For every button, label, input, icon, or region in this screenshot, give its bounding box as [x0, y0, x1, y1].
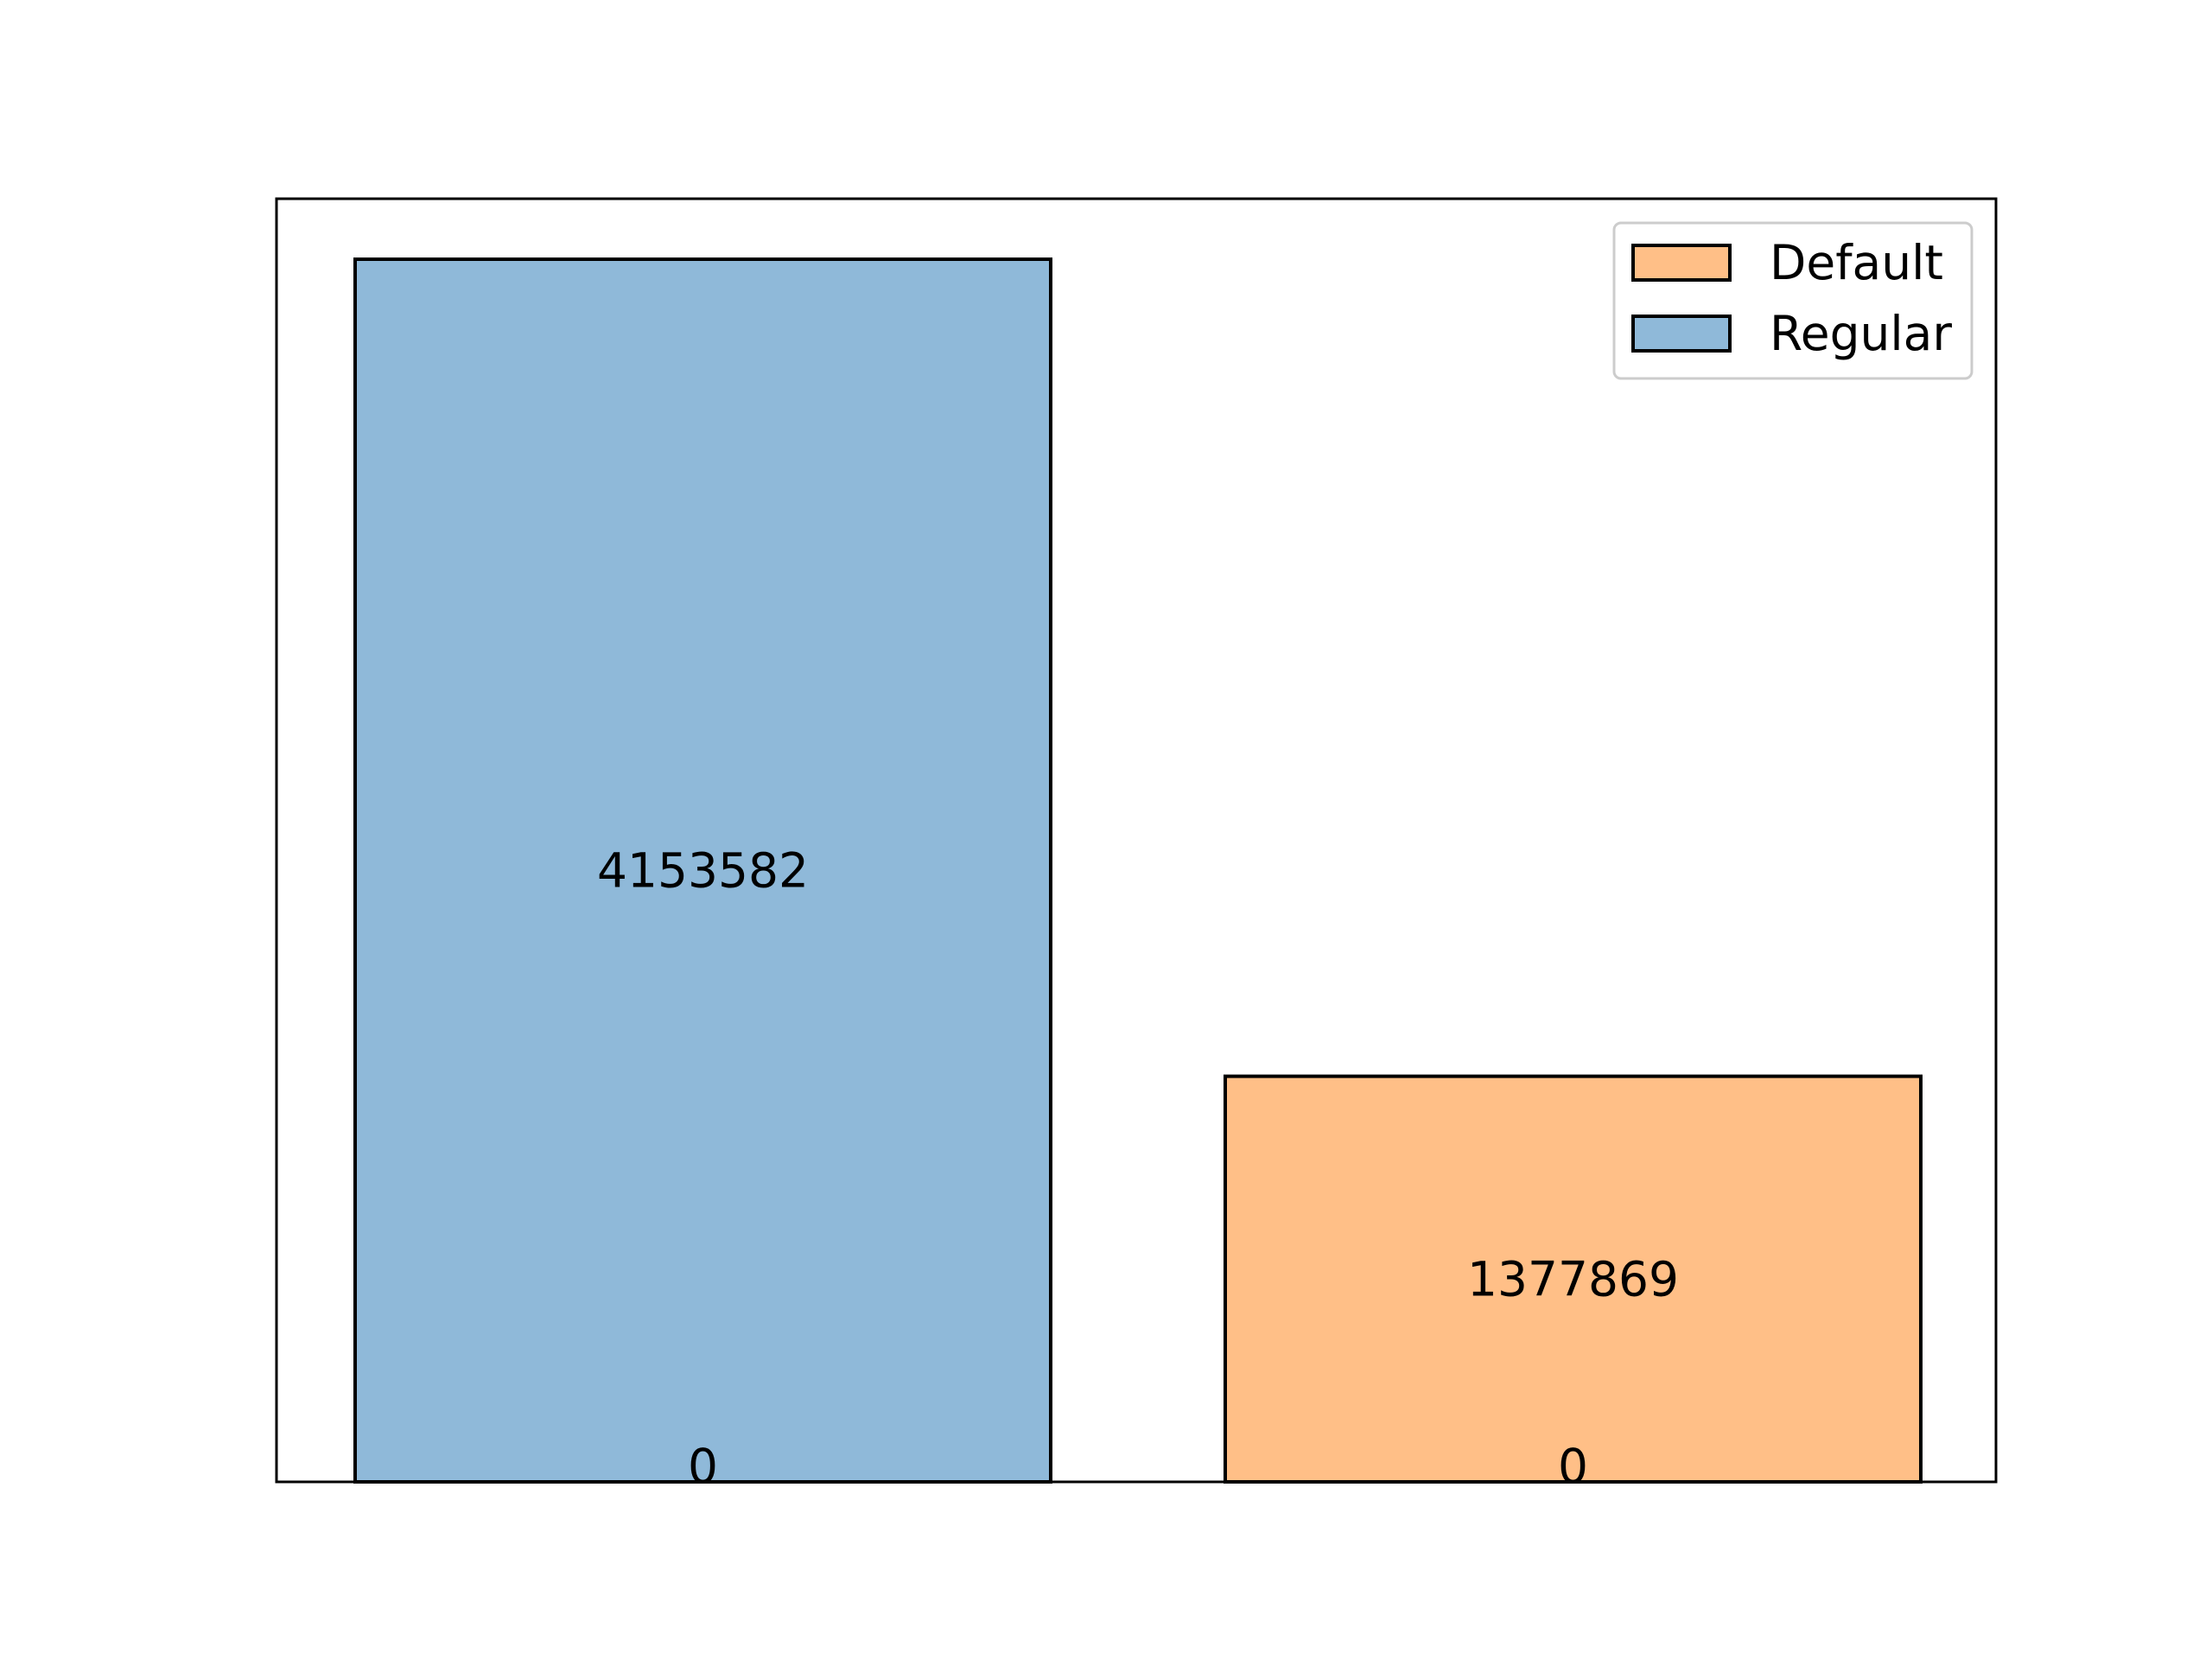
bar-value-label-default: 1377869	[1467, 1251, 1679, 1306]
legend-swatch-regular	[1631, 315, 1732, 353]
bar-base-label-default: 0	[1558, 1439, 1588, 1494]
legend-label-default: Default	[1770, 235, 1943, 290]
bar-regular	[353, 257, 1052, 1484]
bars-layer	[353, 257, 1923, 1484]
legend-swatch-default	[1631, 244, 1732, 282]
plot-area-frame	[275, 197, 1998, 1484]
legend: Default Regular	[1612, 221, 1974, 380]
bar-base-label-regular: 0	[688, 1439, 718, 1494]
labels-layer: 4153582 0 1377869 0	[597, 843, 1679, 1495]
legend-label-regular: Regular	[1770, 306, 1952, 361]
bar-default	[1224, 1074, 1923, 1484]
bar-value-label-regular: 4153582	[597, 843, 809, 899]
